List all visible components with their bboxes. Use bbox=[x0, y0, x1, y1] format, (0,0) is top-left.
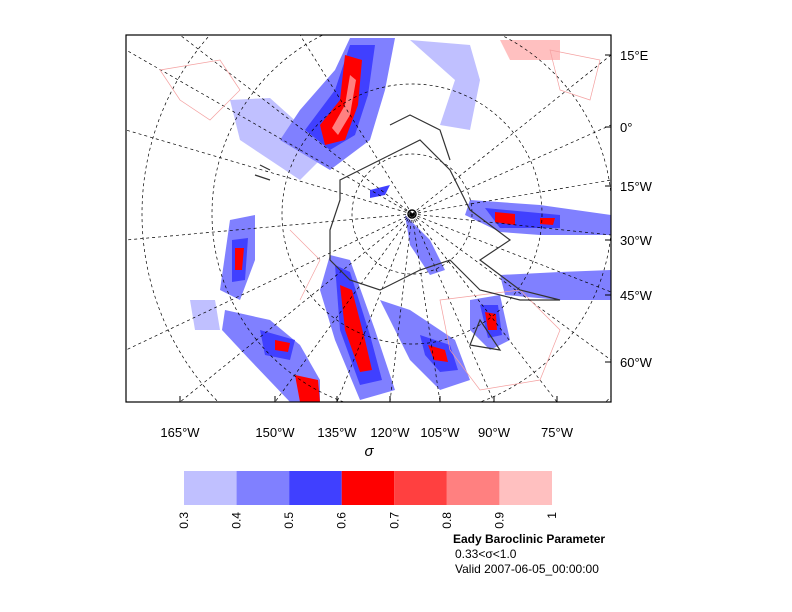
colorbar-box bbox=[499, 471, 552, 505]
legend-subtitle: 0.33<σ<1.0 bbox=[455, 547, 517, 561]
colorbar-label: 1 bbox=[545, 512, 559, 519]
colorbar-label: 0.4 bbox=[230, 512, 244, 529]
colorbar-box bbox=[446, 471, 500, 505]
blob bbox=[280, 38, 395, 170]
blob bbox=[320, 255, 395, 400]
legend-title: Eady Baroclinic Parameter bbox=[453, 532, 605, 546]
colorbar-label: 0.9 bbox=[492, 512, 506, 529]
blob bbox=[470, 270, 611, 350]
colorbar-label: 0.7 bbox=[387, 512, 401, 529]
y-tick-label: 60°W bbox=[620, 355, 653, 370]
colorbar-label: 0.8 bbox=[440, 512, 454, 529]
graticule bbox=[126, 35, 611, 402]
x-tick-label: 150°W bbox=[255, 425, 295, 440]
colorbar-label: 0.3 bbox=[177, 512, 191, 529]
valid-time: Valid 2007-06-05_00:00:00 bbox=[455, 562, 599, 576]
x-tick-label: 105°W bbox=[420, 425, 460, 440]
x-tick-label: 75°W bbox=[541, 425, 574, 440]
colorbar-box bbox=[341, 471, 395, 505]
blob bbox=[465, 200, 611, 235]
colorbar-label: 0.5 bbox=[282, 512, 296, 529]
colorbar-box bbox=[236, 471, 290, 505]
y-tick-label: 30°W bbox=[620, 233, 653, 248]
y-tick-label: 45°W bbox=[620, 288, 653, 303]
colorbar-box bbox=[289, 471, 342, 505]
y-tick-label: 15°E bbox=[620, 48, 649, 63]
x-axis-label: σ bbox=[364, 443, 374, 460]
x-tick-label: 165°W bbox=[160, 425, 200, 440]
colorbar-box bbox=[394, 471, 447, 505]
blob bbox=[380, 300, 470, 390]
colorbar-label: 0.6 bbox=[335, 512, 349, 529]
map-field bbox=[126, 35, 611, 402]
x-tick-label: 135°W bbox=[317, 425, 357, 440]
y-tick-label: 0° bbox=[620, 120, 632, 135]
y-tick-label: 15°W bbox=[620, 179, 653, 194]
map-frame bbox=[125, 34, 612, 403]
x-tick-label: 120°W bbox=[370, 425, 410, 440]
colorbar-box bbox=[184, 471, 237, 505]
x-tick-label: 90°W bbox=[478, 425, 511, 440]
blob bbox=[220, 215, 255, 300]
